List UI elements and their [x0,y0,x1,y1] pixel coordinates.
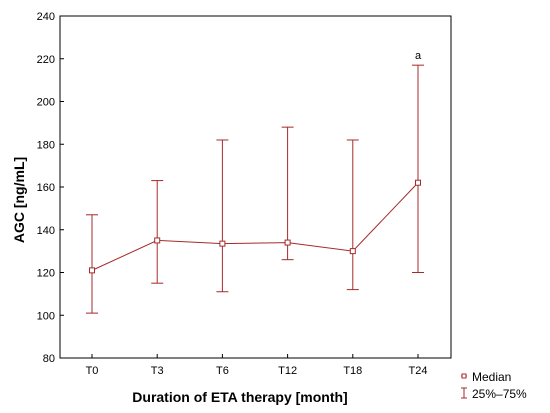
y-tick-label: 180 [37,139,55,151]
y-tick-label: 220 [37,54,55,66]
median-point [415,179,421,186]
plot-area [59,15,452,359]
y-tick-label: 100 [37,310,55,322]
x-tick-label: T6 [216,365,229,377]
error-bars [86,64,424,314]
plot-frame [59,15,452,359]
y-axis-title: AGC [ng/mL] [11,157,27,243]
x-tick-label: T3 [151,365,164,377]
annotation-label: a [415,50,422,62]
y-axis: 80 100 120 140 160 180 200 220 240 [37,11,64,365]
x-axis-title: Duration of ETA therapy [month] [132,389,347,405]
x-tick-label: T18 [343,365,362,377]
y-tick-label: 240 [37,11,55,23]
median-point [284,239,291,246]
x-axis: T0 T3 T6 T12 T18 T24 [86,354,428,377]
median-point [349,248,356,255]
annotations: a [415,50,422,62]
legend-range-label: 25%–75% [472,387,527,401]
median-points [89,179,421,274]
median-point [89,267,95,274]
x-tick-label: T12 [278,365,297,377]
median-point [154,237,161,244]
y-tick-label: 140 [37,225,55,237]
legend-range-marker [461,387,467,399]
y-tick-label: 160 [37,182,55,194]
legend-median-label: Median [472,370,511,384]
legend-median-marker [461,373,467,379]
median-point [219,240,226,247]
y-tick-label: 120 [37,268,55,280]
legend: Median 25%–75% [461,370,527,401]
x-tick-label: T0 [86,365,99,377]
x-tick-label: T24 [409,365,428,377]
y-tick-label: 80 [43,353,55,365]
y-tick-label: 200 [37,97,55,109]
median-line [91,182,419,271]
